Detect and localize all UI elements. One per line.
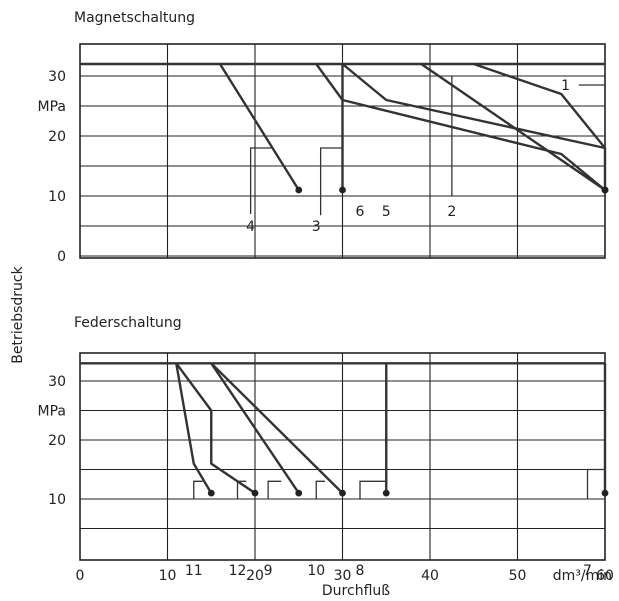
series-1-label: 1 [561,78,570,94]
series-8-label: 8 [356,563,365,579]
x-axis-label: Durchfluß [322,583,390,599]
series-4-leader [249,147,273,214]
series-12-endpoint [251,489,259,497]
x-tick-label: 40 [421,568,439,584]
y-tick-label: 20 [48,129,66,145]
series-9-line [210,362,300,494]
panel-1: Magnetschaltung 0 10 20 30 MPa 1 2 3 4 5 6 [38,10,609,265]
series-6-label: 6 [356,204,365,220]
series-4-endpoint [295,186,303,194]
panel-title: Federschaltung [74,315,182,331]
y-axis-label: Betriebsdruck [10,265,26,363]
series-10-leader [315,480,325,499]
x-axis-unit: dm³/min [553,568,612,584]
series-10-label: 10 [307,563,325,579]
y-tick-label: 0 [57,249,66,265]
series-3-endpoint [339,186,346,194]
x-tick-label: 60 [596,568,614,584]
series-4-label: 4 [246,219,255,235]
series-1-line [473,62,607,190]
series-9-label: 9 [264,563,273,579]
series-12-line [175,362,256,495]
series-8-leader [359,480,387,499]
series-2-label: 2 [447,204,456,220]
series-11-line [175,363,213,494]
series-6-line [315,63,606,191]
x-tick-label: 20 [246,568,264,584]
series-10-endpoint [339,489,346,497]
x-tick-label: 0 [76,568,85,584]
series-7-endpoint [601,489,609,497]
y-tick-label: 20 [48,433,66,449]
series-6-endpoint [601,186,609,194]
x-tick-label: 50 [509,568,527,584]
panel-2: Federschaltung 10 20 30 MPa 7 8 9 10 11 12 [38,315,609,579]
series-7-leader [586,468,605,499]
series-10-line [210,362,344,494]
series-11-label: 11 [185,563,203,579]
series-3-label: 3 [312,219,321,235]
x-tick-labels: 0 10 20 30 40 50 60 [76,568,614,584]
panels-group: Magnetschaltung0102030MPa123456Federscha… [38,10,609,579]
series-7-label: 7 [583,563,592,579]
x-tick-label: 10 [159,568,177,584]
panel-title: Magnetschaltung [74,10,195,26]
series-8-endpoint [382,489,390,497]
series-11-leader [193,480,203,499]
y-unit-label: MPa [38,99,66,115]
series-4-line [218,63,300,191]
y-tick-label: 30 [48,374,66,390]
x-tick-label: 30 [334,568,352,584]
y-tick-label: 10 [48,492,66,508]
y-tick-label: 10 [48,189,66,205]
series-12-leader [236,480,247,499]
y-unit-label: MPa [38,404,66,420]
series-9-leader [267,480,282,499]
series-3-leader [319,147,343,216]
series-5-line [341,63,606,150]
y-tick-label: 30 [48,69,66,85]
series-9-endpoint [295,489,303,497]
series-5-label: 5 [382,204,391,220]
series-11-endpoint [207,489,215,497]
series-12-label: 12 [229,563,247,579]
